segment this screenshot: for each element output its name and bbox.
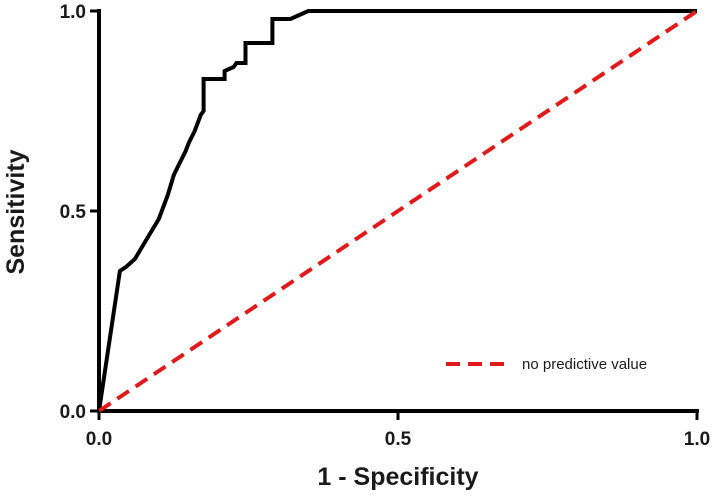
y-tick-label: 0.0 — [60, 402, 86, 423]
roc-curve — [97, 9, 697, 412]
reference-line-no-predictive-value — [97, 9, 699, 413]
y-tick-label: 0.5 — [60, 202, 87, 223]
y-tick-label: 1.0 — [60, 2, 86, 23]
x-axis-title: 1 - Specificity — [317, 463, 478, 491]
y-axis-title: Sensitivity — [2, 149, 30, 274]
x-tick-label: 1.0 — [684, 429, 710, 450]
legend-label-no-predictive-value: no predictive value — [522, 356, 647, 373]
ticks-layer: 0.0 0.5 1.0 0.0 0.5 1.0 — [60, 2, 711, 450]
x-tick-label: 0.0 — [86, 429, 112, 450]
series-layer — [97, 9, 699, 413]
legend: no predictive value — [446, 356, 647, 373]
x-tick-label: 0.5 — [385, 429, 412, 450]
